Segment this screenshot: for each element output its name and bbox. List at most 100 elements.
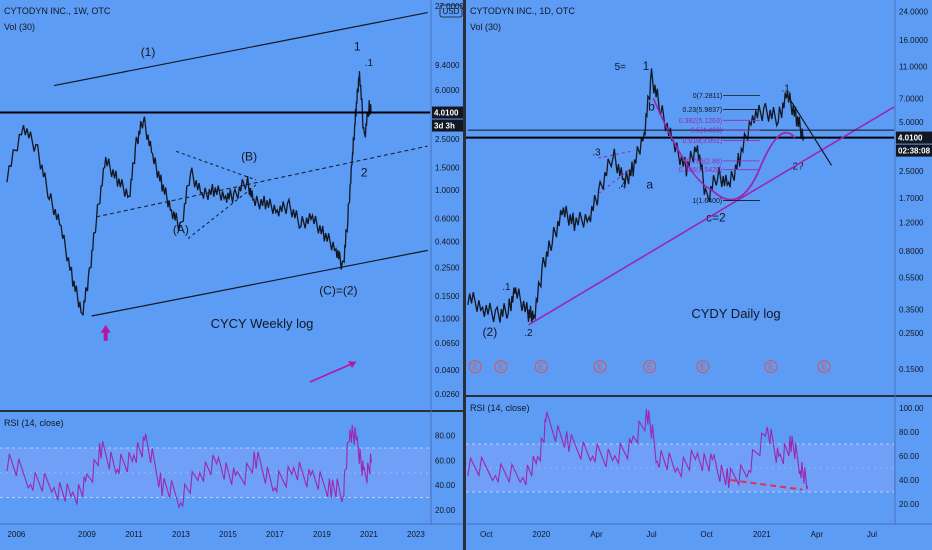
flag-lower-line bbox=[597, 167, 632, 195]
rsi-tick-label: 60.00 bbox=[435, 456, 456, 465]
fib-level-label: 1(1.6400) bbox=[692, 198, 722, 205]
wave-label: 1 bbox=[354, 39, 361, 53]
x-tick-label: 2021 bbox=[753, 530, 771, 539]
x-tick-label: Jul bbox=[646, 530, 656, 539]
rsi-tick-label: 80.00 bbox=[899, 428, 920, 437]
fib-level-label: 0.786(2.88) bbox=[686, 158, 722, 165]
countdown-tag-label: 02:38:08 bbox=[898, 147, 931, 156]
support-trendline bbox=[528, 106, 895, 326]
y-tick-label: 0.2500 bbox=[435, 264, 460, 273]
wave-label: (B) bbox=[241, 149, 257, 163]
wave-label: 5= bbox=[615, 62, 627, 73]
rsi-tick-label: 20.00 bbox=[435, 506, 456, 515]
price-tag-box bbox=[896, 131, 932, 144]
y-tick-label: 0.2500 bbox=[899, 329, 924, 338]
currency-badge: USD bbox=[443, 7, 460, 16]
y-tick-label: 0.1000 bbox=[435, 315, 460, 324]
wave-label: 2 bbox=[361, 165, 368, 179]
y-tick-label: 2.5000 bbox=[899, 167, 924, 176]
y-tick-label: 11.0000 bbox=[899, 63, 928, 72]
triangle-upper-line bbox=[176, 150, 257, 181]
x-tick-label: 2019 bbox=[313, 530, 331, 539]
fib-level-label: 0.5(4.460) bbox=[690, 128, 722, 135]
x-tick-label: 2020 bbox=[532, 530, 550, 539]
price-tag-label: 4.0100 bbox=[434, 109, 459, 118]
y-tick-label: 0.0260 bbox=[435, 390, 460, 399]
chart-title-annotation: CYCY Weekly log bbox=[211, 316, 314, 331]
lower-channel-line bbox=[91, 249, 428, 317]
currency-badge-box bbox=[439, 4, 463, 18]
fib-level-label: 0(7.2811) bbox=[693, 93, 722, 100]
y-tick-label: 6.0000 bbox=[435, 86, 460, 95]
countdown-tag-label: 3d 3h bbox=[434, 122, 455, 131]
y-tick-label: 27.0000 bbox=[435, 2, 464, 11]
rsi-band bbox=[466, 444, 894, 492]
wave-label: .2 bbox=[524, 328, 533, 339]
y-tick-label: 0.8000 bbox=[899, 247, 924, 256]
y-tick-label: 1.2000 bbox=[899, 219, 924, 228]
rsi-indicator-label: RSI (14, close) bbox=[470, 403, 530, 413]
price-series-line bbox=[467, 68, 805, 324]
price-tag-box bbox=[432, 106, 468, 119]
triangle-lower-line bbox=[187, 184, 257, 239]
y-tick-label: 0.4000 bbox=[435, 237, 460, 246]
x-tick-label: 2006 bbox=[8, 530, 26, 539]
x-tick-label: 2013 bbox=[172, 530, 190, 539]
wave-label: (2) bbox=[483, 325, 498, 339]
wave-label: (C)=(2) bbox=[319, 283, 357, 297]
fib-level-label: 0.382(5.1263) bbox=[679, 118, 723, 125]
wave-label: .2? bbox=[790, 161, 804, 172]
rsi-line bbox=[6, 424, 372, 509]
x-tick-label: 2009 bbox=[78, 530, 96, 539]
x-tick-label: 2011 bbox=[125, 530, 143, 539]
earnings-marker-label: E bbox=[768, 363, 773, 372]
volume-indicator-label: Vol (30) bbox=[470, 22, 501, 32]
wave-label: .1 bbox=[502, 282, 511, 293]
wave-label: (1) bbox=[141, 45, 156, 59]
fib-level-label: 0.23(5.9837) bbox=[683, 107, 723, 114]
left-chart-pane: 27.0000 9.4000 6.0000 2.5000 1.5000 1.0000 0.6… bbox=[0, 0, 468, 550]
rsi-tick-label: 40.00 bbox=[899, 476, 920, 485]
wave-label: a bbox=[646, 177, 653, 191]
mid-channel-dashed-line bbox=[96, 145, 428, 218]
rsi-tick-label: 40.00 bbox=[435, 481, 456, 490]
earnings-marker-label: E bbox=[700, 363, 705, 372]
earnings-marker bbox=[817, 360, 831, 374]
x-tick-label: Jul bbox=[867, 530, 877, 539]
y-tick-label: 0.6000 bbox=[435, 215, 460, 224]
rsi-indicator-label: RSI (14, close) bbox=[4, 418, 64, 428]
earnings-marker-label: E bbox=[498, 363, 503, 372]
y-tick-label: 1.7000 bbox=[899, 194, 924, 203]
chart-symbol-header: CYTODYN INC., 1D, OTC bbox=[470, 6, 575, 16]
x-tick-label: 2015 bbox=[219, 530, 237, 539]
x-tick-label: Apr bbox=[590, 530, 603, 539]
rsi-divergence-line bbox=[730, 479, 803, 491]
earnings-marker-label: E bbox=[473, 363, 478, 372]
wave-label: b bbox=[648, 99, 655, 113]
x-tick-label: 2023 bbox=[407, 530, 425, 539]
y-tick-label: 16.0000 bbox=[899, 36, 928, 45]
pane-divider bbox=[463, 0, 466, 550]
x-tick-label: 2017 bbox=[266, 530, 284, 539]
earnings-marker-label: E bbox=[647, 363, 652, 372]
y-tick-label: 0.0400 bbox=[435, 366, 460, 375]
y-tick-label: 1.0000 bbox=[435, 186, 460, 195]
earnings-marker bbox=[764, 360, 778, 374]
volume-trend-arrow bbox=[309, 361, 357, 383]
x-tick-label: 2021 bbox=[360, 530, 378, 539]
volume-indicator-label: Vol (30) bbox=[4, 22, 35, 32]
y-tick-label: 0.1500 bbox=[435, 292, 460, 301]
volume-trend-arrowhead bbox=[348, 361, 356, 368]
rsi-tick-label: 80.00 bbox=[435, 432, 456, 441]
upper-channel-line bbox=[53, 11, 428, 87]
static-layer bbox=[463, 0, 466, 550]
fib-level-label: 0.618(3.851) bbox=[683, 138, 723, 145]
countdown-tag-box bbox=[432, 119, 468, 132]
earnings-marker bbox=[696, 360, 710, 374]
y-tick-label: 0.5500 bbox=[899, 273, 924, 282]
wave-label: .1 bbox=[365, 58, 374, 69]
earnings-marker-label: E bbox=[539, 363, 544, 372]
wave-label: .4 bbox=[618, 180, 627, 191]
